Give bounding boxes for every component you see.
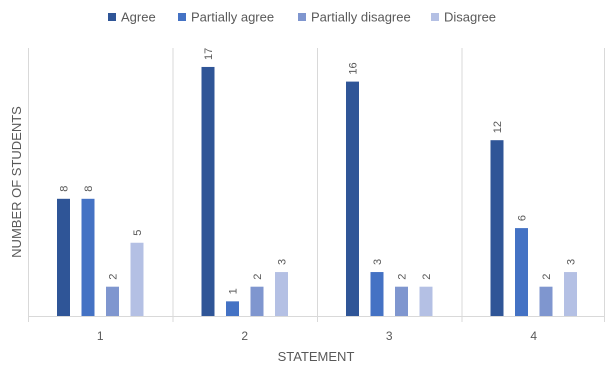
data-label: 3 [566, 259, 578, 265]
x-tick-label: 4 [530, 329, 537, 343]
bar [395, 286, 408, 316]
bar [250, 286, 264, 316]
legend: Agree Partially agree Partially disagree Di… [108, 10, 496, 25]
x-tick-label: 2 [241, 329, 248, 343]
bar [419, 286, 433, 316]
data-label: 2 [397, 274, 409, 280]
x-tick-label: 1 [97, 329, 104, 343]
data-label: 8 [59, 186, 71, 192]
bar [201, 66, 215, 316]
data-label: 5 [132, 230, 144, 236]
data-label: 6 [517, 215, 529, 221]
data-label: 17 [203, 48, 215, 60]
data-label: 2 [541, 274, 553, 280]
bars [57, 66, 577, 316]
data-label: 12 [492, 121, 504, 133]
legend-swatch [431, 13, 439, 21]
bar [81, 198, 95, 316]
data-label: 2 [108, 274, 120, 280]
bar [275, 272, 288, 316]
legend-label: Agree [121, 10, 156, 25]
data-label: 3 [372, 259, 384, 265]
bar [515, 228, 528, 316]
data-label: 3 [277, 259, 289, 265]
data-label: 1 [228, 288, 240, 294]
bar [226, 301, 239, 316]
legend-label: Partially agree [191, 10, 274, 25]
legend-swatch [178, 13, 186, 21]
data-label: 8 [83, 186, 95, 192]
bar [130, 242, 144, 316]
bar [539, 286, 553, 316]
legend-label: Partially disagree [311, 10, 411, 25]
bar [106, 286, 119, 316]
bar [490, 140, 504, 316]
x-tick-labels: 1 2 3 4 [97, 329, 538, 343]
data-label: 16 [348, 62, 360, 74]
data-label: 2 [421, 274, 433, 280]
x-axis-title: STATEMENT [278, 349, 355, 364]
legend-swatch [298, 13, 306, 21]
x-tick-label: 3 [386, 329, 393, 343]
bar [346, 81, 359, 316]
bar [57, 198, 70, 316]
data-label: 2 [252, 274, 264, 280]
bar [370, 272, 384, 316]
legend-label: Disagree [444, 10, 496, 25]
legend-swatch [108, 13, 116, 21]
y-axis-title: NUMBER OF STUDENTS [9, 106, 24, 258]
bar [564, 272, 577, 316]
